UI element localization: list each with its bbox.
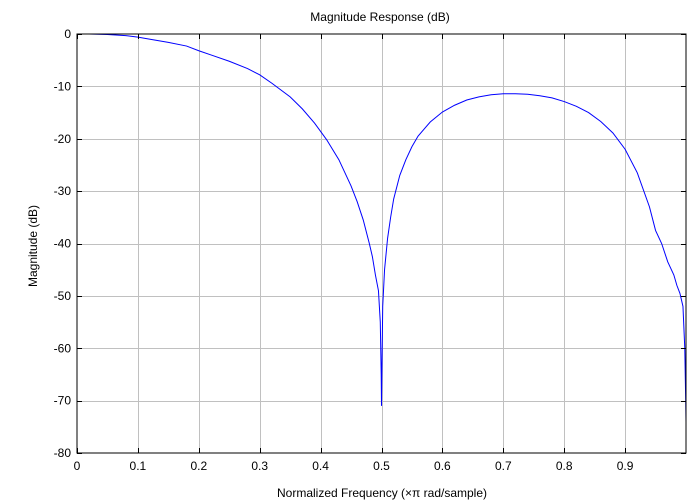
x-tick-label: 0.3 bbox=[251, 459, 268, 473]
y-tick-label: -80 bbox=[54, 446, 72, 460]
x-tick-label: 0.6 bbox=[434, 459, 451, 473]
x-tick-label: 0.9 bbox=[617, 459, 634, 473]
plot-frame bbox=[76, 33, 687, 454]
axis-ticks bbox=[77, 34, 686, 454]
y-tick-label: 0 bbox=[64, 27, 71, 41]
y-tick-labels: 0 -10 -20 -30 -40 -50 -60 -70 -80 bbox=[54, 27, 72, 460]
chart-title: Magnitude Response (dB) bbox=[310, 10, 449, 24]
x-tick-label: 0.7 bbox=[495, 459, 512, 473]
y-tick-label: -50 bbox=[54, 289, 72, 303]
x-axis-label: Normalized Frequency (×π rad/sample) bbox=[277, 486, 487, 500]
x-tick-labels: 0 0.1 0.2 0.3 0.4 0.5 0.6 0.7 0.8 0.9 bbox=[74, 459, 634, 473]
x-tick-label: 0.5 bbox=[373, 459, 390, 473]
y-tick-label: -10 bbox=[54, 79, 72, 93]
grid-lines bbox=[77, 34, 686, 453]
y-tick-label: -70 bbox=[54, 394, 72, 408]
magnitude-curve bbox=[77, 33, 687, 422]
x-tick-label: 0 bbox=[74, 459, 81, 473]
x-tick-label: 0.2 bbox=[190, 459, 207, 473]
y-axis-label: Magnitude (dB) bbox=[26, 205, 40, 287]
y-tick-label: -20 bbox=[54, 132, 72, 146]
y-tick-label: -30 bbox=[54, 184, 72, 198]
x-tick-label: 0.4 bbox=[312, 459, 329, 473]
y-tick-label: -60 bbox=[54, 341, 72, 355]
x-tick-label: 0.8 bbox=[556, 459, 573, 473]
x-tick-label: 0.1 bbox=[130, 459, 147, 473]
y-tick-label: -40 bbox=[54, 237, 72, 251]
